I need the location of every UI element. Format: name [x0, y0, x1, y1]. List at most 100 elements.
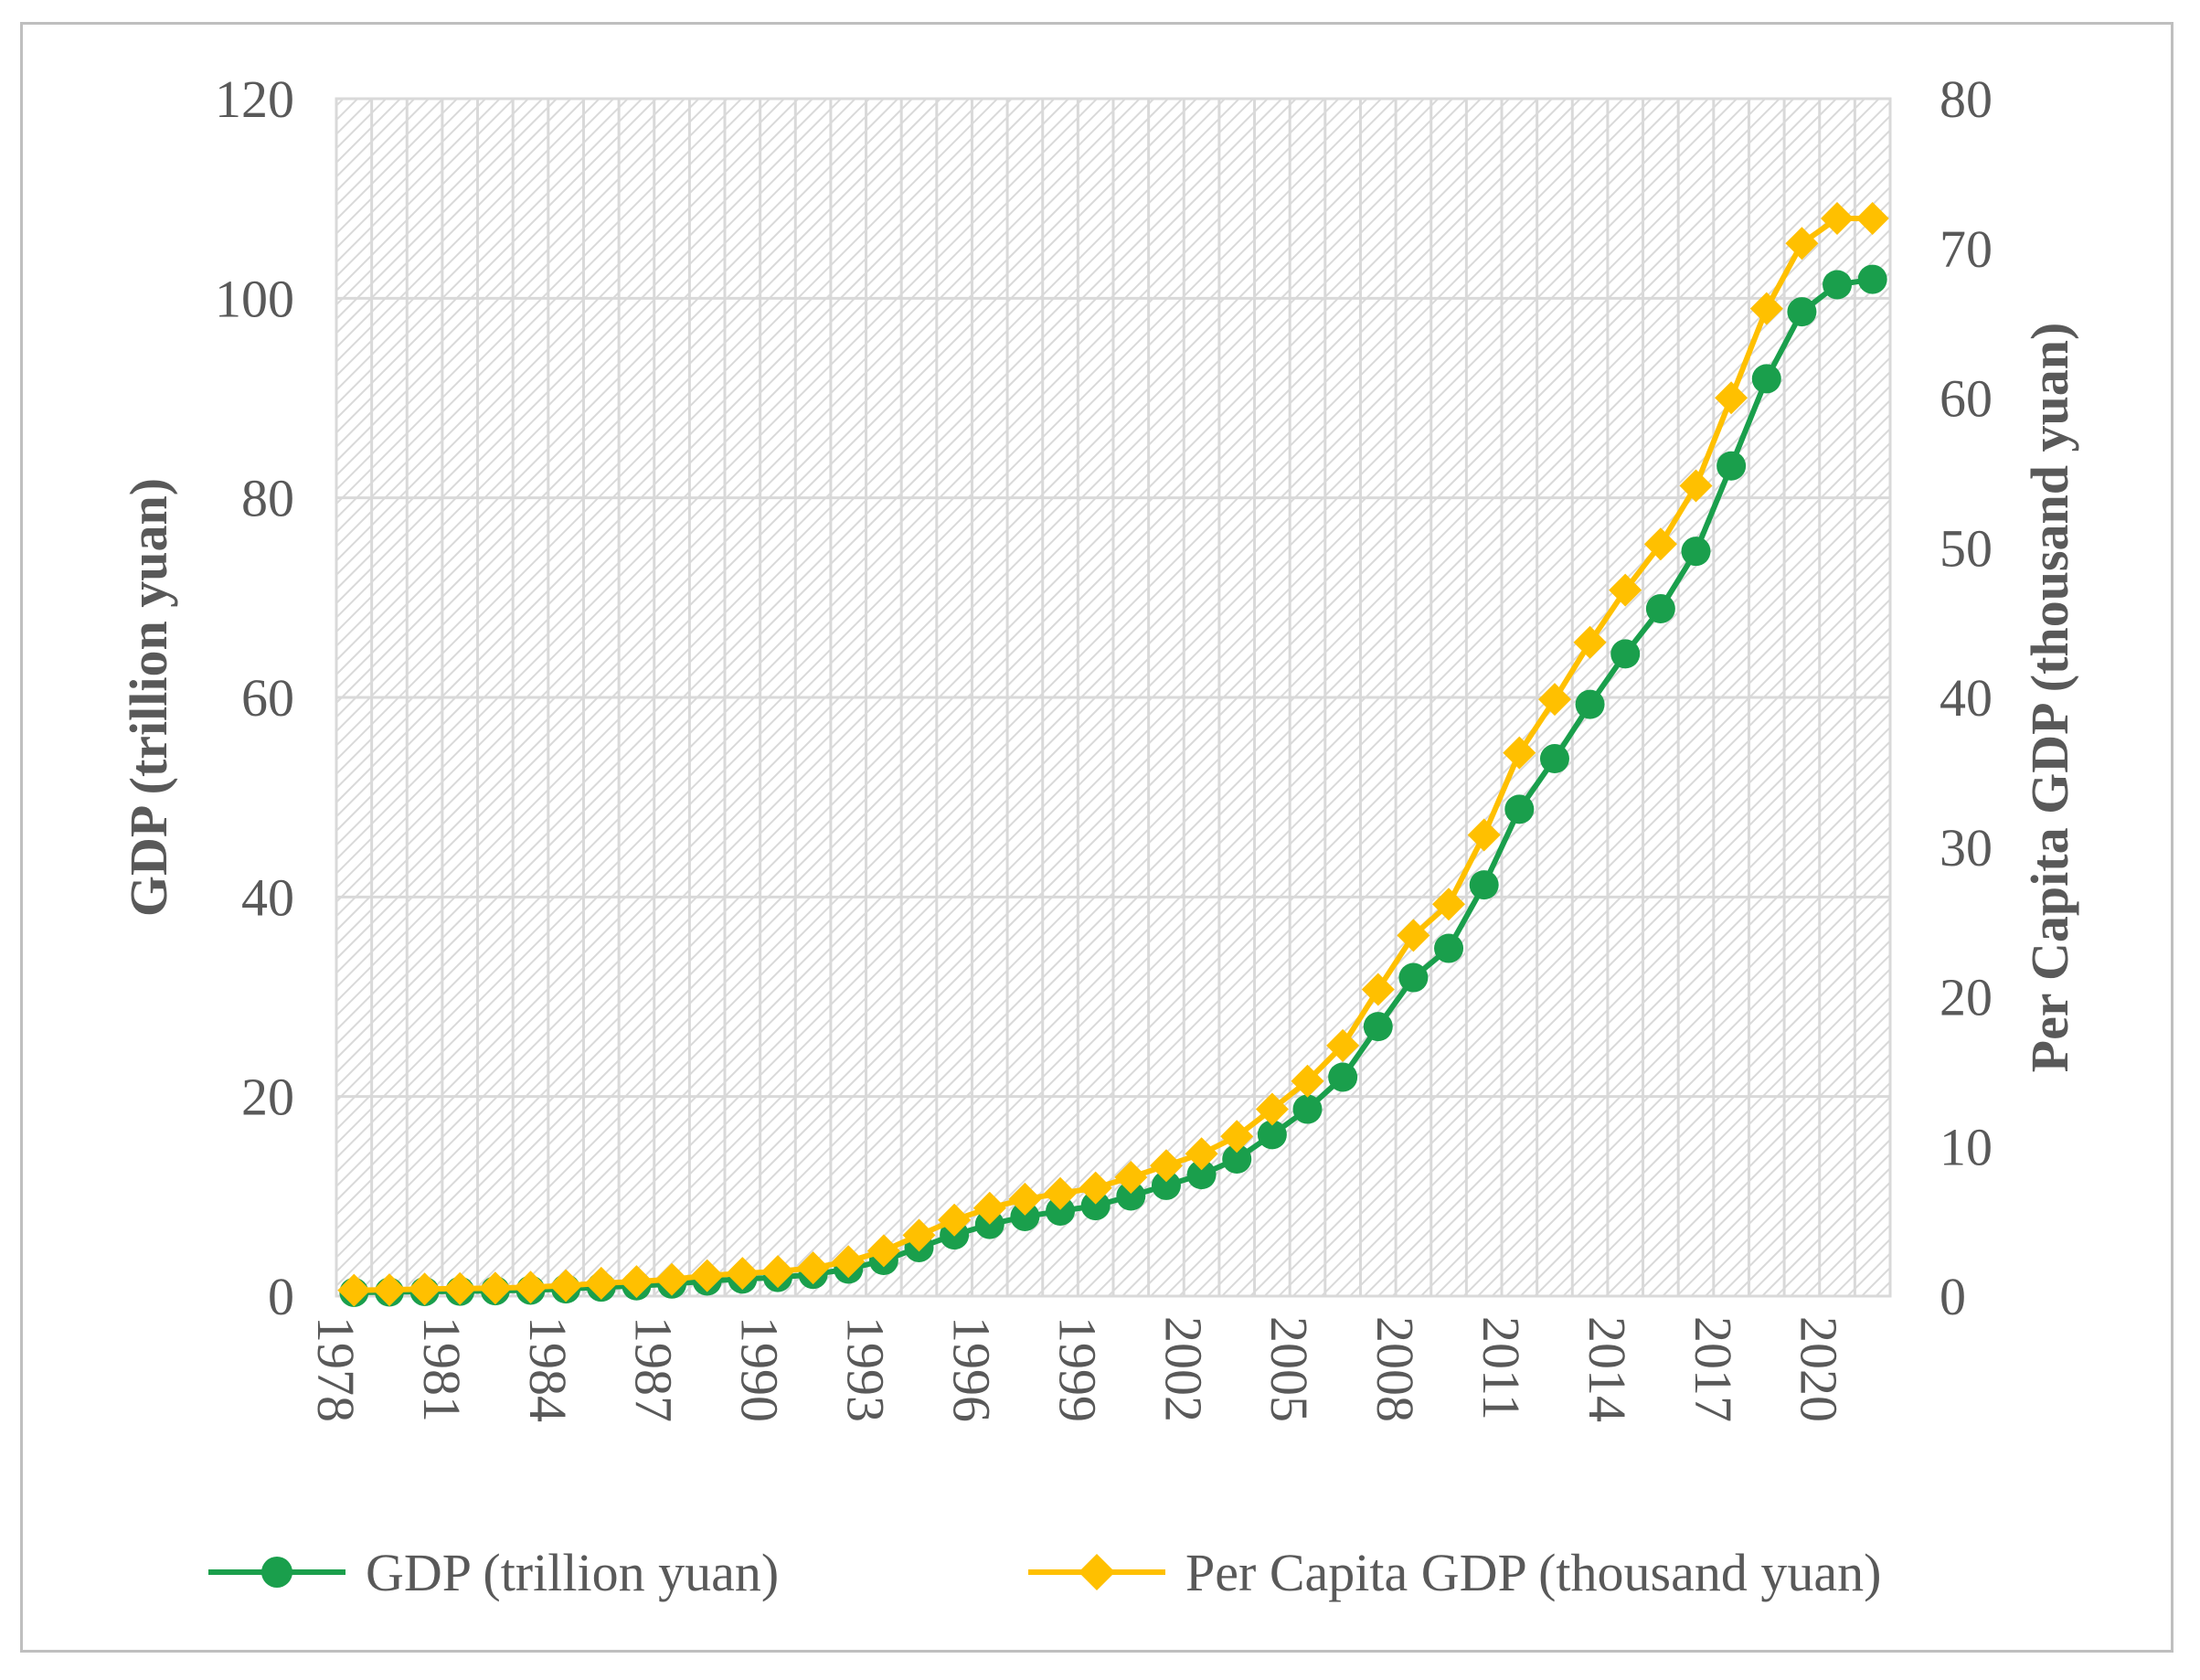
data-point: [1609, 573, 1642, 607]
data-point: [1785, 227, 1819, 261]
data-point: [620, 1265, 654, 1299]
right-tick-label: 30: [1940, 818, 1993, 877]
x-tick-label: 1999: [1047, 1316, 1107, 1422]
x-tick-label: 2005: [1259, 1316, 1319, 1422]
left-tick-label: 60: [241, 668, 294, 728]
x-tick-label: 1987: [624, 1316, 684, 1422]
data-point: [1326, 1028, 1360, 1062]
legend-gdp-marker: [261, 1557, 292, 1588]
legend-item-per-capita: Per Capita GDP (thousand yuan): [1028, 1543, 1881, 1602]
data-point: [1291, 1064, 1324, 1098]
data-point: [1643, 527, 1677, 561]
data-point: [1151, 1170, 1181, 1200]
data-point: [514, 1271, 547, 1304]
data-point: [1610, 639, 1641, 669]
data-point: [655, 1262, 688, 1296]
left-tick-label: 120: [215, 69, 294, 129]
data-point: [1855, 202, 1889, 235]
x-tick-label: 2020: [1790, 1316, 1849, 1422]
x-axis-ticks: 1978 1981 1984 1987 1990 1993 1996 1999 2002 2005…: [306, 1316, 1849, 1422]
data-point: [1150, 1149, 1183, 1183]
left-tick-label: 40: [241, 867, 294, 927]
data-point: [1575, 689, 1605, 719]
data-point: [1255, 1092, 1289, 1126]
right-tick-label: 20: [1940, 968, 1993, 1027]
data-point: [1749, 292, 1783, 325]
data-point: [1538, 683, 1571, 717]
right-axis-ticks: 0 10 20 30 40 50 60 70 80: [1940, 69, 1993, 1326]
data-point: [1361, 973, 1395, 1006]
series-layer: [337, 202, 1889, 1307]
x-tick-label: 2011: [1472, 1316, 1531, 1420]
data-point: [1079, 1171, 1112, 1205]
data-point: [1257, 1120, 1287, 1150]
data-point: [1787, 297, 1817, 327]
data-point: [1046, 1196, 1076, 1226]
data-point: [443, 1271, 477, 1305]
data-point: [1328, 1062, 1358, 1092]
data-point: [1397, 919, 1430, 952]
right-tick-label: 0: [1940, 1267, 1966, 1326]
data-point: [478, 1271, 512, 1305]
right-tick-label: 10: [1940, 1117, 1993, 1176]
right-tick-label: 70: [1940, 219, 1993, 279]
data-point: [1503, 736, 1536, 770]
data-point: [938, 1203, 972, 1237]
right-tick-label: 80: [1940, 69, 1993, 129]
data-point: [1539, 744, 1569, 774]
data-point: [726, 1257, 760, 1291]
left-tick-label: 0: [268, 1267, 294, 1326]
data-point: [1573, 625, 1607, 659]
data-point: [866, 1234, 900, 1268]
data-point: [1116, 1181, 1146, 1211]
x-tick-label: 2008: [1366, 1316, 1425, 1422]
data-point: [373, 1273, 406, 1307]
data-point: [1010, 1201, 1040, 1231]
data-point: [1681, 537, 1711, 567]
data-point: [408, 1272, 441, 1306]
x-tick-label: 1990: [730, 1316, 790, 1422]
right-axis-title: Per Capita GDP (thousand yuan): [2020, 323, 2079, 1073]
x-tick-label: 2017: [1684, 1316, 1743, 1422]
data-point: [1292, 1094, 1323, 1124]
data-point: [1080, 1191, 1111, 1221]
x-tick-label: 2014: [1578, 1316, 1637, 1422]
x-tick-label: 1993: [836, 1316, 896, 1422]
data-point: [1469, 870, 1499, 900]
data-point: [902, 1218, 936, 1252]
data-point: [1715, 381, 1748, 415]
x-tick-label: 1981: [412, 1316, 472, 1422]
data-point: [1044, 1176, 1077, 1210]
data-point: [1434, 933, 1464, 963]
series-per-capita-gdp: [337, 202, 1889, 1307]
left-tick-label: 80: [241, 469, 294, 528]
data-point: [1185, 1137, 1218, 1171]
right-tick-label: 50: [1940, 518, 1993, 578]
data-point: [1222, 1144, 1252, 1175]
plot-border: [335, 97, 1892, 1298]
data-point: [549, 1269, 583, 1303]
data-point: [584, 1266, 618, 1300]
data-point: [796, 1251, 830, 1285]
data-point: [1857, 264, 1887, 294]
data-point: [1751, 364, 1781, 394]
x-tick-label: 2002: [1153, 1316, 1213, 1422]
left-tick-label: 100: [215, 269, 294, 328]
data-point: [1821, 202, 1854, 235]
x-tick-label: 1984: [518, 1316, 578, 1422]
x-tick-label: 1978: [306, 1316, 366, 1422]
left-tick-label: 20: [241, 1068, 294, 1127]
data-point: [1186, 1160, 1217, 1190]
right-tick-label: 40: [1940, 668, 1993, 728]
data-point: [832, 1245, 866, 1279]
data-point: [1398, 962, 1429, 993]
data-point: [1679, 469, 1713, 503]
data-point: [1467, 818, 1501, 852]
data-point: [1716, 451, 1747, 481]
x-tick-label: 1996: [941, 1316, 1001, 1422]
legend-gdp-label: GDP (trillion yuan): [366, 1543, 779, 1602]
data-point: [972, 1191, 1006, 1225]
data-point: [1823, 270, 1853, 300]
data-point: [1363, 1012, 1393, 1042]
data-point: [761, 1255, 794, 1289]
